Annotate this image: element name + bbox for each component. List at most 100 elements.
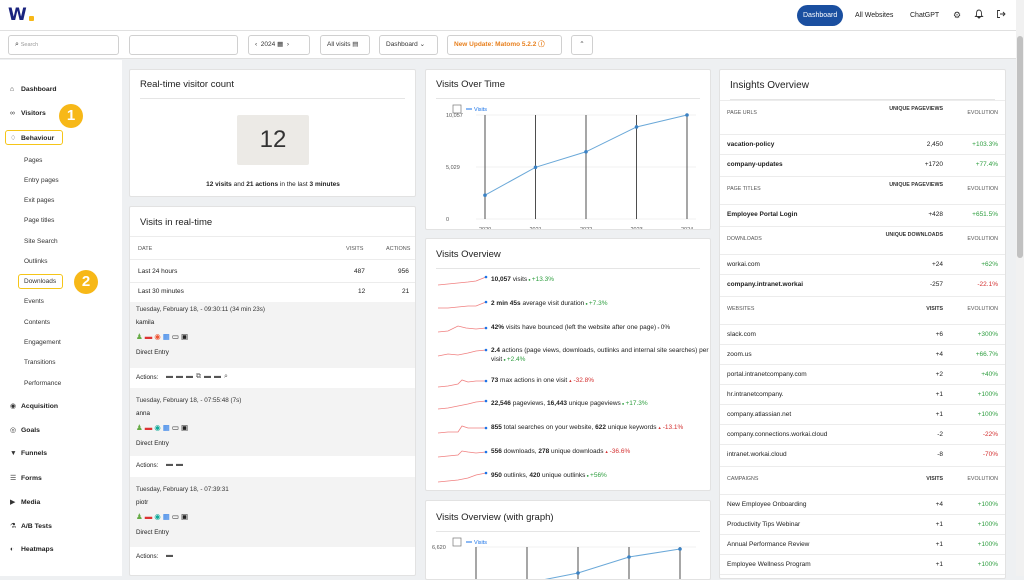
nav-dashboard[interactable]: Dashboard (797, 5, 844, 26)
visit-entry[interactable]: Tuesday, February 18, - 07:55:48 (7s) an… (130, 388, 415, 456)
insights-row[interactable]: company.atlassian.net +1 +100% (720, 404, 1005, 424)
gear-icon[interactable]: ⚙ (952, 10, 962, 20)
chevron-left-icon[interactable]: ‹ (255, 41, 258, 48)
sparkline-line (437, 276, 487, 286)
desktop-icon: ▭ (171, 512, 181, 521)
divider (436, 531, 700, 532)
profile-icon[interactable]: ♟ (136, 512, 145, 521)
metric-change: +17.3% (625, 400, 648, 407)
sidebar-item-acquisition[interactable]: ◉ Acquisition (10, 402, 58, 410)
update-notice[interactable]: New Update: Matomo 5.2.2 ⓘ (447, 35, 562, 55)
logo[interactable]: W (8, 5, 27, 25)
visit-entry[interactable]: Tuesday, February 18, - 07:39:31 piotr ♟… (130, 477, 415, 547)
insights-section-header: WEBSITES VISITS EVOLUTION (720, 296, 1005, 320)
insights-row[interactable]: New Employee Onboarding +4 +100% (720, 494, 1005, 514)
flag-icon: ▬ (144, 512, 155, 521)
action-icons[interactable]: ▬▬▬⧉▬▬⌕ (166, 373, 231, 380)
overview-metric-row: 42% visits have bounced (left the websit… (436, 323, 710, 347)
sidebar-item-behaviour[interactable]: ♢ Behaviour (10, 134, 54, 142)
actions-label: Actions: (136, 462, 159, 469)
sidebar-item-engagement[interactable]: Engagement (24, 339, 61, 346)
action-icons[interactable]: ▬▬ (166, 461, 186, 468)
metric-label: visits (512, 276, 528, 283)
sidebar-item-transitions[interactable]: Transitions (24, 359, 56, 366)
sidebar-item-ab-tests[interactable]: ⚗ A/B Tests (10, 522, 52, 530)
plugins-icon: ▣ (180, 512, 191, 521)
row-evolution: -22.1% (977, 281, 998, 288)
sidebar-item-pages[interactable]: Pages (24, 157, 43, 164)
insights-row[interactable]: slack.com +6 +300% (720, 324, 1005, 344)
insights-row[interactable]: portal.intranetcompany.com +2 +40% (720, 364, 1005, 384)
insights-row[interactable]: Holiday Party Announcement-2-100% (720, 574, 1005, 578)
metric-label: pageviews, (512, 400, 546, 407)
sidebar-item-events[interactable]: Events (24, 298, 44, 305)
search-input[interactable]: ⌕ Search (8, 35, 119, 55)
row-visits: 487 (354, 268, 365, 275)
sparkline-line (437, 349, 487, 357)
visitor-count: 12 (237, 115, 309, 165)
sidebar-item-visitors[interactable]: ∞ Visitors (10, 110, 46, 117)
sparkline (437, 379, 488, 388)
sparkline-line (437, 425, 486, 434)
sidebar-item-entry-pages[interactable]: Entry pages (24, 177, 59, 184)
profile-icon[interactable]: ♟ (136, 332, 145, 341)
sidebar-item-funnels[interactable]: ▼ Funnels (10, 450, 47, 457)
metric-label: outlinks, (503, 472, 528, 479)
sidebar-item-heatmaps[interactable]: ◐ Heatmaps (10, 546, 54, 553)
insights-row[interactable]: vacation-policy 2,450 +103.3% (720, 134, 1005, 154)
date-picker[interactable]: ‹ 2024 ▦ › (248, 35, 310, 55)
scrollbar-thumb[interactable] (1017, 36, 1023, 258)
logout-icon[interactable] (995, 9, 1007, 21)
insights-row[interactable]: intranet.workai.cloud -8 -70% (720, 444, 1005, 464)
segment-selector[interactable]: All visits ▤ (320, 35, 370, 55)
action-icons[interactable]: ▬ (166, 552, 176, 559)
visit-referrer: Direct Entry (136, 349, 169, 356)
sidebar-item-site-search[interactable]: Site Search (24, 238, 58, 245)
metric-label: unique downloads (551, 448, 604, 455)
sidebar-item-dashboard[interactable]: ⌂ Dashboard (10, 86, 57, 93)
dashboard-selector[interactable]: Dashboard ⌄ (379, 35, 438, 55)
insights-row[interactable]: company.connections.workai.cloud -2 -22% (720, 424, 1005, 444)
sparkline-line (438, 301, 487, 309)
insights-row[interactable]: Productivity Tips Webinar +1 +100% (720, 514, 1005, 534)
collapse-button[interactable]: ⌃ (571, 35, 593, 55)
sidebar-item-downloads[interactable]: Downloads (24, 278, 57, 285)
sidebar-item-page-titles[interactable]: Page titles (24, 217, 55, 224)
metric-text: 855 total searches on your website, 622 … (491, 423, 710, 432)
section-metric: UNIQUE PAGEVIEWS (889, 182, 943, 188)
site-selector[interactable] (129, 35, 238, 55)
sidebar-item-contents[interactable]: Contents (24, 319, 51, 326)
metric-label: visits have bounced (left the website af… (505, 324, 657, 331)
insights-row[interactable]: workai.com +24 +62% (720, 254, 1005, 274)
nav-all-websites[interactable]: All Websites (855, 12, 894, 19)
highlight-behaviour (5, 130, 63, 145)
plugins-icon: ▣ (180, 423, 191, 432)
date-year: 2024 (260, 41, 276, 48)
sidebar-item-exit-pages[interactable]: Exit pages (24, 197, 55, 204)
trend-icon: ● (502, 357, 507, 362)
insights-row[interactable]: zoom.us +4 +66.7% (720, 344, 1005, 364)
scrollbar[interactable] (1016, 0, 1024, 576)
sidebar-item-outlinks[interactable]: Outlinks (24, 258, 48, 265)
metric-label: unique outlinks (542, 472, 586, 479)
row-value: -2 (937, 431, 943, 438)
insights-row[interactable]: Annual Performance Review +1 +100% (720, 534, 1005, 554)
sidebar-item-forms[interactable]: ☰ Forms (10, 474, 42, 482)
sidebar-item-goals[interactable]: ◎ Goals (10, 426, 40, 434)
insights-row[interactable]: Employee Wellness Program +1 +100% (720, 554, 1005, 574)
visit-entry[interactable]: Tuesday, February 18, - 09:30:11 (34 min… (130, 302, 415, 368)
nav-chatgpt[interactable]: ChatGPT (910, 12, 940, 19)
row-label: Annual Performance Review (727, 541, 810, 548)
sidebar-item-performance[interactable]: Performance (24, 380, 62, 387)
caption-actions: 21 actions (246, 181, 279, 188)
profile-icon[interactable]: ♟ (136, 423, 145, 432)
chevron-right-icon[interactable]: › (286, 41, 290, 48)
insights-row[interactable]: hr.intranetcompany. +1 +100% (720, 384, 1005, 404)
insights-row[interactable]: Employee Portal Login +428 +651.5% (720, 204, 1005, 224)
media-icon: ▶ (10, 499, 16, 506)
bell-icon[interactable] (973, 9, 985, 21)
insights-row[interactable]: company-updates +1720 +77.4% (720, 154, 1005, 174)
row-actions: 21 (402, 288, 410, 295)
sidebar-item-media[interactable]: ▶ Media (10, 498, 40, 506)
insights-row[interactable]: company.intranet.workai -257 -22.1% (720, 274, 1005, 294)
